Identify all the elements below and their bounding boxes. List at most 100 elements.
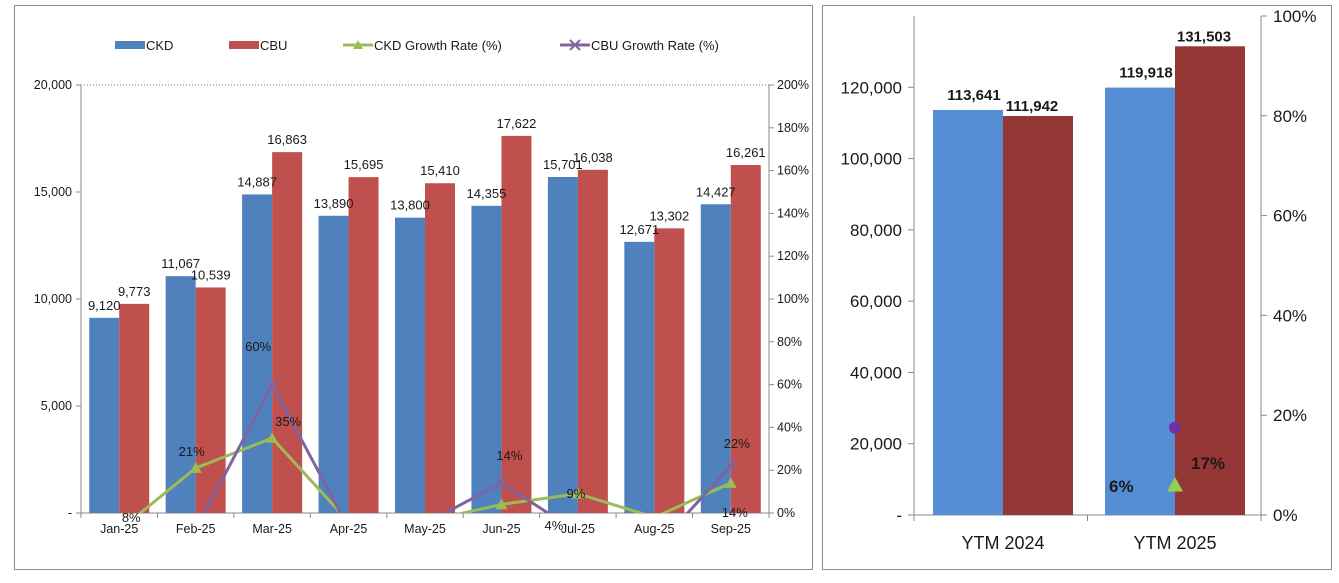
y-right-tick-label: 40%: [777, 420, 802, 434]
cbu-growth-marker: [1169, 421, 1181, 434]
cbu-bar: [1175, 46, 1245, 515]
ckd-bar: [1105, 87, 1175, 515]
y-left-tick-label: 5,000: [41, 399, 72, 413]
ckd-value-label: 11,067: [161, 256, 200, 271]
ckd-bar: [547, 176, 578, 513]
ckd-growth-marker: [189, 462, 202, 473]
cbu-bar: [501, 135, 532, 513]
y-left-tick-label: -: [68, 506, 72, 520]
ckd-growth-label: 6%: [1109, 477, 1134, 496]
growth-percent-label: 8%: [122, 510, 141, 525]
growth-percent-label: 35%: [275, 414, 301, 429]
y-right-tick-label: 20%: [1273, 406, 1307, 425]
ckd-bar: [165, 276, 196, 513]
y-right-tick-label: 100%: [777, 292, 809, 306]
cbu-value-label: 131,503: [1177, 28, 1231, 45]
ckd-bar: [933, 109, 1003, 516]
ckd-value-label: 12,671: [619, 222, 659, 237]
cbu-value-label: 16,261: [726, 145, 766, 160]
cbu-growth-marker: [495, 477, 508, 489]
x-tick-label: Jun-25: [482, 522, 520, 536]
legend: CKD CBU CKD Growth Rate (%) CBU Growth Rate…: [115, 38, 719, 53]
y-right-tick-label: 180%: [777, 121, 809, 135]
ckd-bar: [700, 204, 731, 513]
y-left-tick-label: 80,000: [850, 221, 902, 240]
x-tick-label: Feb-25: [176, 522, 216, 536]
cbu-growth-marker: [266, 378, 278, 391]
legend-label: CKD: [146, 38, 173, 53]
growth-percent-label: 4%: [544, 518, 563, 533]
y-right-tick-label: 40%: [1273, 306, 1307, 325]
ckd-growth-marker: [266, 432, 279, 443]
x-tick-label: YTM 2024: [961, 533, 1044, 553]
growth-percent-label: 9%: [566, 486, 585, 501]
ckd-value-label: 15,701: [543, 157, 583, 172]
y-right-tick-label: 0%: [777, 506, 795, 520]
cbu-bar: [654, 228, 685, 513]
cbu-growth-line: [202, 381, 732, 513]
ckd-growth-marker: [1167, 477, 1183, 492]
cbu-value-label: 9,773: [118, 284, 151, 299]
y-right-tick-label: 80%: [777, 335, 802, 349]
growth-percent-label: 14%: [496, 448, 522, 463]
cbu-bar: [577, 169, 608, 513]
cbu-growth-label: 17%: [1191, 454, 1225, 473]
ckd-value-label: 14,355: [467, 186, 507, 201]
x-tick-label: Apr-25: [330, 522, 368, 536]
ytm-chart-panel: - 20,000 40,000 60,000 80,000 100,000 120,000 0…: [822, 5, 1332, 570]
y-right-tick-label: 120%: [777, 249, 809, 263]
ckd-bar: [242, 194, 273, 513]
legend-swatch: [229, 41, 259, 49]
cbu-bar: [272, 152, 303, 513]
cbu-value-label: 15,410: [420, 163, 460, 178]
ckd-value-label: 13,890: [314, 196, 354, 211]
x-tick-label: Sep-25: [711, 522, 751, 536]
x-tick-label: Jan-25: [100, 522, 138, 536]
y-left-tick-label: -: [896, 506, 902, 525]
y-left-tick-label: 10,000: [34, 292, 72, 306]
legend-triangle-marker: [353, 40, 363, 49]
cbu-value-label: 13,302: [649, 208, 689, 223]
y-left-tick-label: 40,000: [850, 363, 902, 382]
growth-percent-label: 14%: [722, 505, 748, 520]
x-tick-label: Aug-25: [634, 522, 674, 536]
ckd-bar: [89, 317, 120, 513]
ckd-bar: [318, 215, 349, 513]
cbu-bar: [348, 177, 379, 513]
y-left-tick-label: 120,000: [841, 78, 902, 97]
cbu-value-label: 17,622: [497, 116, 537, 131]
monthly-chart: - 5,000 10,000 15,000 20,000 0% 20% 40% 60% 80% 10…: [34, 38, 809, 536]
y-left-tick-label: 20,000: [34, 78, 72, 92]
y-right-tick-label: 0%: [1273, 506, 1298, 525]
ckd-bar: [471, 205, 502, 514]
cbu-growth-marker: [725, 460, 737, 472]
growth-percent-label: 22%: [724, 436, 750, 451]
ckd-bar: [624, 241, 655, 513]
legend-label: CBU: [260, 38, 287, 53]
legend-swatch: [115, 41, 145, 49]
cbu-bar: [119, 303, 150, 513]
y-right-tick-label: 100%: [1273, 7, 1316, 26]
legend-label: CBU Growth Rate (%): [591, 38, 719, 53]
growth-percent-label: 21%: [179, 444, 205, 459]
cbu-value-label: 16,038: [573, 150, 613, 165]
cbu-bar: [730, 165, 761, 514]
y-right-tick-label: 140%: [777, 206, 809, 220]
ckd-value-label: 13,800: [390, 198, 430, 213]
ckd-growth-marker: [495, 498, 508, 510]
ckd-value-label: 14,427: [696, 184, 736, 199]
cbu-value-label: 16,863: [267, 132, 307, 147]
growth-percent-label: 60%: [245, 339, 271, 354]
y-right-tick-label: 60%: [777, 378, 802, 392]
y-right-tick-label: 80%: [1273, 107, 1307, 126]
y-right-tick-label: 60%: [1273, 207, 1307, 226]
cbu-value-label: 10,539: [191, 267, 231, 282]
y-right-tick-label: 160%: [777, 164, 809, 178]
ckd-value-label: 119,918: [1119, 65, 1172, 82]
cbu-bar: [1003, 116, 1073, 516]
x-tick-label: YTM 2025: [1133, 533, 1216, 553]
cbu-value-label: 15,695: [344, 157, 384, 172]
ckd-bar: [395, 217, 425, 513]
ckd-value-label: 113,641: [947, 87, 1000, 104]
y-left-tick-label: 15,000: [34, 185, 72, 199]
